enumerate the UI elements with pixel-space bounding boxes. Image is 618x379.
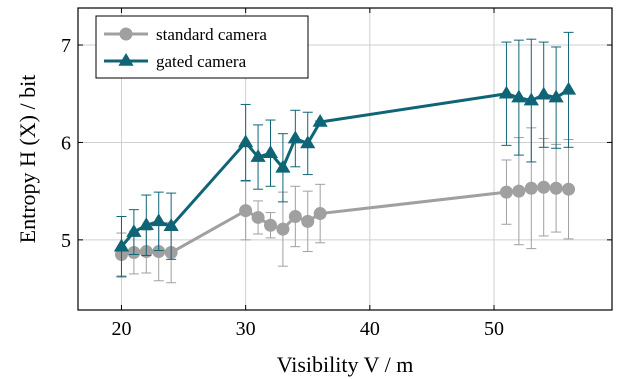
- legend-item: standard camera: [104, 25, 267, 44]
- data-point: [118, 53, 134, 66]
- x-tick-label: 20: [111, 318, 131, 340]
- data-point: [536, 86, 552, 100]
- data-point: [251, 210, 265, 224]
- y-tick-label: 5: [61, 230, 71, 252]
- x-axis-label: Visibility V / m: [277, 352, 414, 377]
- y-tick-label: 6: [61, 132, 71, 154]
- x-tick-label: 40: [360, 318, 380, 340]
- data-point: [549, 181, 563, 195]
- data-point: [151, 213, 167, 227]
- data-point: [512, 184, 526, 198]
- legend: standard camera gated camera: [95, 15, 309, 79]
- data-point: [288, 209, 302, 223]
- legend-box: [95, 15, 309, 79]
- y-tick-label: 7: [61, 35, 71, 57]
- data-point: [524, 181, 538, 195]
- data-point: [287, 130, 303, 144]
- data-point: [499, 185, 513, 199]
- data-point: [275, 159, 291, 173]
- data-point: [313, 207, 327, 221]
- data-point: [250, 149, 266, 162]
- data-point: [301, 214, 315, 228]
- data-point: [126, 224, 142, 237]
- y-axis-label: Entropy H (X) / bit: [15, 75, 40, 244]
- series-line: [121, 185, 569, 256]
- data-point: [263, 218, 277, 232]
- data-point: [498, 85, 515, 99]
- legend-item: gated camera: [104, 52, 247, 71]
- data-point: [262, 145, 279, 158]
- legend-label: gated camera: [156, 52, 247, 71]
- x-tick-label: 30: [236, 318, 256, 340]
- data-point: [562, 182, 576, 196]
- data-point: [163, 218, 179, 232]
- series-1: [114, 127, 576, 284]
- data-point: [300, 135, 316, 149]
- data-point: [312, 113, 328, 127]
- data-point: [523, 92, 539, 106]
- data-point: [138, 217, 154, 231]
- plot-frame: [77, 7, 613, 311]
- data-point: [239, 204, 253, 218]
- series-line: [120, 88, 570, 248]
- legend-label: standard camera: [156, 25, 267, 44]
- x-tick-label: 50: [484, 318, 504, 340]
- data-point: [560, 81, 577, 95]
- series-layer: [113, 31, 577, 284]
- data-point: [113, 238, 130, 252]
- data-point: [276, 222, 290, 236]
- data-point: [119, 27, 133, 41]
- data-point: [152, 245, 166, 259]
- data-point: [238, 134, 254, 148]
- data-point: [548, 89, 564, 103]
- tick-labels: 20 30 40 50 5 6 7: [61, 8, 612, 340]
- data-point: [537, 180, 551, 194]
- data-point: [511, 89, 527, 103]
- series-2: [113, 31, 577, 278]
